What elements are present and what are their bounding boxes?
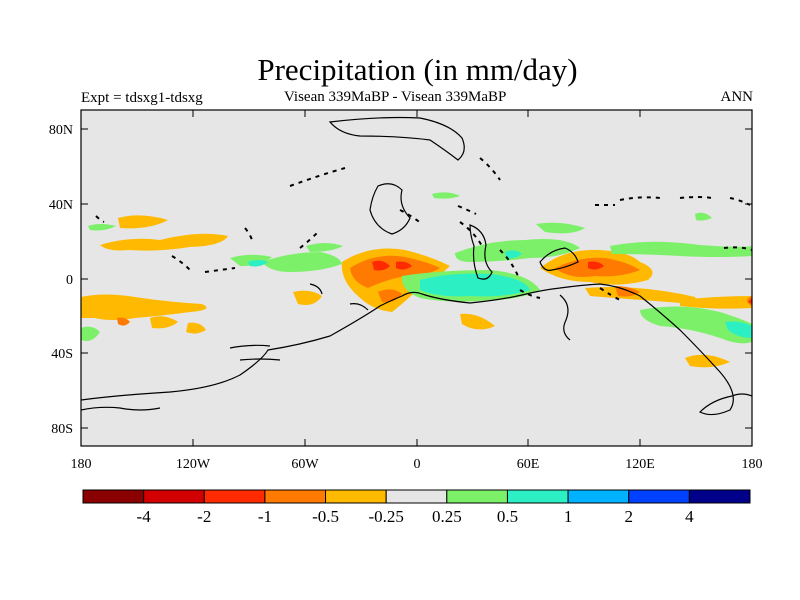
colorbar-swatch-5: [385, 489, 448, 504]
colorbar-label-9: 4: [685, 507, 694, 526]
experiment-label: Expt = tdsxg1-tdsxg: [81, 90, 203, 106]
colorbar-swatch-7: [506, 489, 569, 504]
y-tick-label-0: 0: [66, 273, 73, 288]
y-tick-label-80s: 80S: [51, 422, 73, 437]
colorbar-label-7: 1: [564, 507, 573, 526]
x-tick-label-180e: 180: [742, 457, 763, 472]
y-axis-ticks: [81, 128, 752, 429]
colorbar-swatch-0: [82, 489, 145, 504]
colorbar-label-8: 2: [624, 507, 633, 526]
colorbar-swatch-6: [446, 489, 508, 504]
precip-anomaly-field: [81, 192, 752, 368]
x-tick-label-120e: 120E: [625, 457, 655, 472]
dashed-boundary-lines: [95, 157, 752, 301]
x-tick-label-0: 0: [414, 457, 421, 472]
x-tick-label-180w: 180: [71, 457, 92, 472]
period-label: Visean 339MaBP - Visean 339MaBP: [284, 89, 507, 105]
colorbar-swatch-1: [143, 489, 205, 504]
plot-title: Precipitation (in mm/day): [257, 52, 578, 87]
colorbar-swatch-4: [325, 489, 387, 504]
colorbar: -4 -2 -1 -0.5 -0.25 0.25 0.5 1 2 4: [82, 489, 751, 526]
x-tick-label-60e: 60E: [517, 457, 540, 472]
season-label: ANN: [720, 89, 754, 105]
colorbar-label-3: -0.5: [312, 507, 339, 526]
y-tick-label-40n: 40N: [49, 198, 73, 213]
colorbar-swatch-2: [203, 489, 266, 504]
colorbar-label-0: -4: [137, 507, 152, 526]
x-axis-ticks: [80, 110, 753, 446]
y-tick-label-40s: 40S: [51, 347, 73, 362]
colorbar-label-6: 0.5: [497, 507, 518, 526]
colorbar-label-5: 0.25: [432, 507, 462, 526]
y-tick-label-80n: 80N: [49, 123, 73, 138]
colorbar-label-4: -0.25: [368, 507, 403, 526]
coastline-outline: [81, 116, 752, 416]
colorbar-swatch-8: [567, 489, 630, 504]
colorbar-label-2: -1: [258, 507, 272, 526]
colorbar-swatch-9: [628, 489, 690, 504]
x-tick-label-60w: 60W: [291, 457, 319, 472]
colorbar-swatch-3: [264, 489, 327, 504]
x-tick-label-120w: 120W: [176, 457, 211, 472]
colorbar-swatch-10: [688, 489, 751, 504]
colorbar-label-1: -2: [197, 507, 211, 526]
